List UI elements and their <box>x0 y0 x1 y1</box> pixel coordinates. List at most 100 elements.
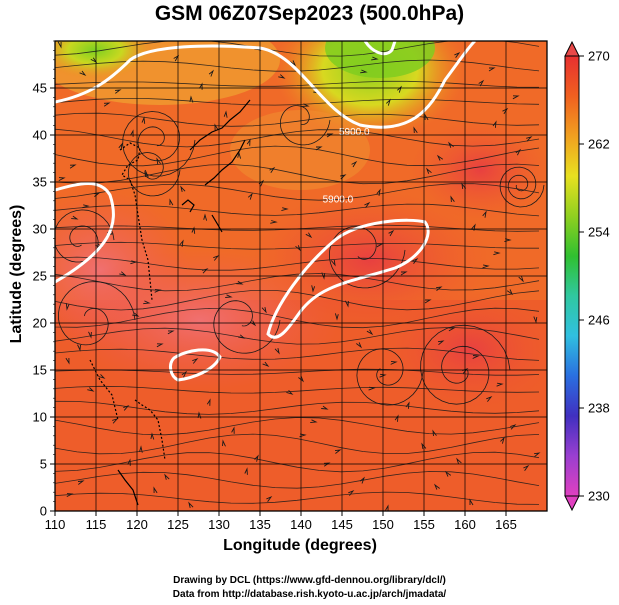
flow-arrow <box>130 260 138 265</box>
flow-arrow <box>412 257 419 264</box>
flow-arrow <box>368 386 376 391</box>
flow-arrow <box>295 245 301 252</box>
streamline <box>55 471 540 489</box>
flow-arrow <box>65 357 70 365</box>
flow-arrow <box>334 313 339 321</box>
flow-arrow <box>388 229 395 237</box>
streamline <box>55 273 540 292</box>
streamline <box>55 41 540 57</box>
flow-arrow <box>236 280 244 285</box>
flow-arrow <box>156 343 164 348</box>
y-tick-label: 40 <box>33 128 47 143</box>
flow-arrow <box>79 70 87 77</box>
flow-arrow <box>500 436 505 444</box>
flow-arrow <box>203 213 208 221</box>
flow-arrow <box>348 489 355 496</box>
flow-arrow <box>326 133 334 138</box>
flow-arrow <box>364 201 371 208</box>
flow-arrow <box>167 330 175 335</box>
colorbar-tick-label: 230 <box>588 489 610 504</box>
flow-arrow <box>502 107 509 115</box>
streamline <box>55 59 540 72</box>
x-tick-label: 130 <box>208 517 230 532</box>
flow-arrow <box>231 426 235 434</box>
y-tick-label: 15 <box>33 363 47 378</box>
streamline <box>127 152 181 197</box>
flow-arrow <box>424 113 429 121</box>
x-tick-label: 165 <box>495 517 517 532</box>
flow-arrow <box>302 103 310 107</box>
flow-arrow <box>486 395 493 402</box>
flow-arrow <box>238 334 246 339</box>
chart-title: GSM 06Z07Sep2023 (500.0hPa) <box>154 2 465 25</box>
y-tick-label: 20 <box>33 316 47 331</box>
flow-arrow <box>214 123 219 131</box>
flow-arrow <box>286 389 294 395</box>
flow-arrow <box>262 361 270 368</box>
flow-arrow <box>351 160 358 168</box>
flow-arrow <box>66 493 74 498</box>
flow-arrow <box>518 276 524 283</box>
flow-arrow <box>506 289 514 296</box>
flow-arrow <box>254 454 259 462</box>
flow-arrow <box>123 405 130 411</box>
flow-arrow <box>413 126 418 134</box>
x-tick-label: 135 <box>249 517 271 532</box>
y-tick-label: 10 <box>33 410 47 425</box>
flow-arrow <box>223 110 228 118</box>
flow-arrow <box>534 452 541 458</box>
flow-arrow <box>515 148 522 156</box>
flow-arrow <box>305 232 313 239</box>
credit-dcl: Drawing by DCL (https://www.gfd-dennou.o… <box>173 575 446 586</box>
flow-arrow <box>492 120 497 128</box>
x-tick-label: 145 <box>331 517 353 532</box>
streamline <box>55 400 540 415</box>
flow-arrow <box>206 398 211 406</box>
streamline <box>55 433 540 455</box>
flow-arrow <box>169 198 174 206</box>
streamline <box>55 307 540 329</box>
flow-arrow <box>261 307 267 314</box>
x-tick-label: 125 <box>167 517 189 532</box>
flow-arrow <box>400 271 408 276</box>
streamline <box>55 183 540 201</box>
x-tick-label: 115 <box>86 517 107 532</box>
flow-arrow <box>179 239 184 247</box>
flow-arrow <box>424 299 432 304</box>
streamline <box>213 300 281 354</box>
flow-arrow <box>269 166 276 174</box>
streamline <box>55 203 540 217</box>
flow-arrow <box>461 182 467 190</box>
flow-arrow <box>153 486 158 494</box>
flow-arrow <box>114 89 122 94</box>
flow-arrow <box>478 79 485 87</box>
flow-arrow <box>436 286 443 292</box>
flow-arrow <box>65 303 70 311</box>
streamline <box>55 241 539 250</box>
flow-arrow <box>334 449 342 454</box>
x-axis-label: Longitude (degrees) <box>223 537 377 554</box>
flow-arrow <box>222 439 226 447</box>
flow-arrow <box>437 340 445 346</box>
flow-arrow <box>71 215 79 220</box>
flow-arrow <box>244 467 248 475</box>
flow-arrow <box>77 480 85 485</box>
flow-arrow <box>472 355 480 359</box>
y-tick-label: 5 <box>40 457 47 472</box>
y-tick-label: 35 <box>33 175 47 190</box>
flow-arrow <box>321 272 326 280</box>
x-tick-label: 120 <box>126 517 148 532</box>
streamline <box>55 385 540 394</box>
x-tick-label: 160 <box>454 517 476 532</box>
flow-arrow <box>144 170 149 178</box>
x-tick-label: 110 <box>45 517 66 532</box>
flow-arrow <box>191 226 196 234</box>
colorbar-tick-label: 262 <box>588 137 610 152</box>
flow-arrow <box>493 251 501 256</box>
flow-arrow <box>143 300 151 305</box>
flow-arrow <box>359 476 365 484</box>
flow-arrow <box>213 255 220 261</box>
colorbar-bar <box>565 56 579 496</box>
flow-arrow <box>394 414 399 422</box>
flow-arrow <box>385 98 391 106</box>
